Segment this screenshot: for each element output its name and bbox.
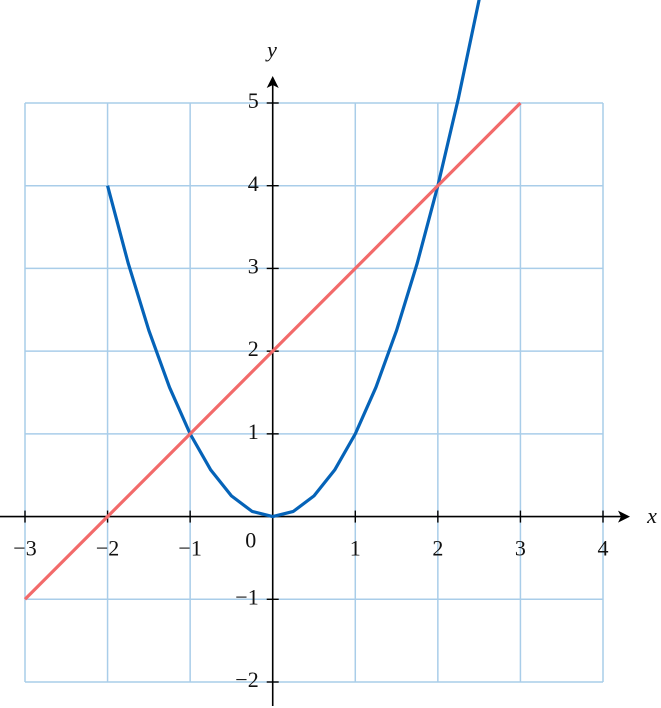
y-tick-label: 5 bbox=[248, 88, 259, 113]
series-line bbox=[23, 101, 522, 601]
y-axis-label: y bbox=[265, 37, 277, 62]
x-axis-label: x bbox=[646, 503, 657, 528]
x-tick-label: −3 bbox=[13, 536, 36, 561]
x-tick-label: 4 bbox=[598, 536, 609, 561]
x-tick-label: −1 bbox=[178, 536, 201, 561]
x-tick-label: 0 bbox=[245, 528, 256, 553]
y-tick-label: −1 bbox=[235, 584, 258, 609]
x-tick-label: 1 bbox=[350, 536, 361, 561]
grid bbox=[24, 102, 604, 683]
y-tick-label: −2 bbox=[235, 667, 258, 692]
series-line bbox=[106, 0, 481, 519]
x-axis-arrow bbox=[618, 510, 630, 523]
x-tick-label: 2 bbox=[432, 536, 443, 561]
y-tick-label: 4 bbox=[248, 171, 259, 196]
y-axis-arrow bbox=[266, 76, 279, 88]
y-tick-label: 3 bbox=[248, 253, 259, 278]
axes: −3 −2 −1 0 1 2 3 4 −2 −1 1 2 3 4 5 bbox=[0, 76, 630, 706]
x-tick-label: −2 bbox=[96, 536, 119, 561]
plot-area bbox=[23, 0, 522, 601]
x-tick-label: 3 bbox=[515, 536, 526, 561]
y-tick-label: 2 bbox=[248, 336, 259, 361]
y-tick-label: 1 bbox=[248, 419, 259, 444]
